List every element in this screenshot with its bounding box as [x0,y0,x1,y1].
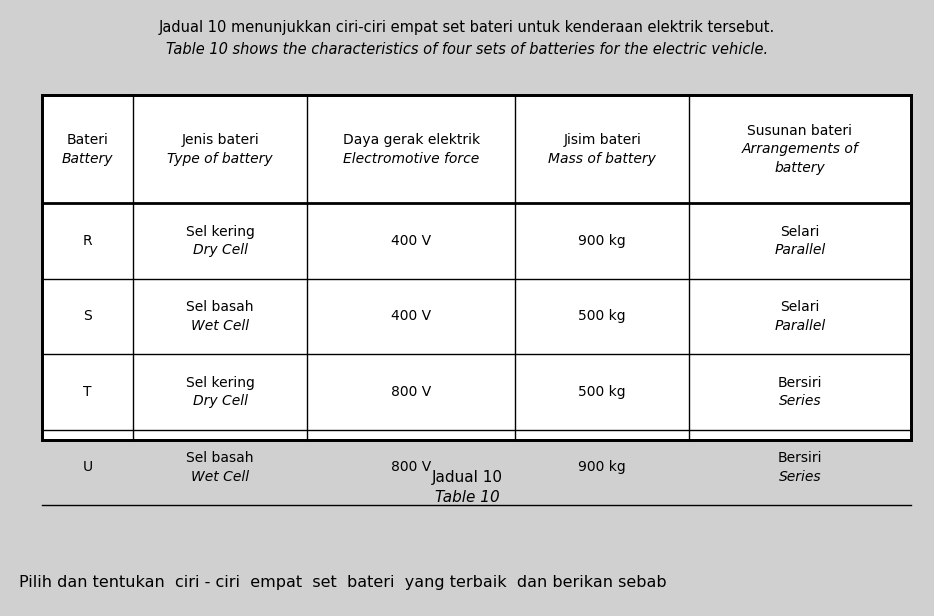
Text: Bateri: Bateri [66,133,108,147]
Text: Jisim bateri: Jisim bateri [563,133,642,147]
Text: battery: battery [774,161,826,175]
Text: Table 10: Table 10 [434,490,500,505]
Text: 900 kg: 900 kg [578,460,626,474]
Text: Bersiri: Bersiri [778,451,822,465]
Text: Jadual 10: Jadual 10 [432,470,502,485]
Text: Mass of battery: Mass of battery [548,152,657,166]
Text: T: T [83,385,92,399]
Text: 400 V: 400 V [391,234,432,248]
Text: 800 V: 800 V [391,385,432,399]
Text: Parallel: Parallel [774,318,826,333]
Text: Arrangements of: Arrangements of [742,142,858,156]
FancyBboxPatch shape [42,95,911,440]
Text: Type of battery: Type of battery [167,152,273,166]
Text: Daya gerak elektrik: Daya gerak elektrik [343,133,480,147]
Text: Jenis bateri: Jenis bateri [181,133,259,147]
Text: 500 kg: 500 kg [578,309,626,323]
Text: Wet Cell: Wet Cell [191,469,249,484]
Text: Sel basah: Sel basah [187,451,254,465]
Text: Jadual 10 menunjukkan ciri-ciri empat set bateri untuk kenderaan elektrik terseb: Jadual 10 menunjukkan ciri-ciri empat se… [159,20,775,34]
Text: 900 kg: 900 kg [578,234,626,248]
Text: Selari: Selari [780,225,820,239]
Text: Selari: Selari [780,300,820,314]
Text: Parallel: Parallel [774,243,826,257]
Text: Dry Cell: Dry Cell [192,243,248,257]
Text: Electromotive force: Electromotive force [343,152,479,166]
Text: 800 V: 800 V [391,460,432,474]
Text: Pilih dan tentukan  ciri - ciri  empat  set  bateri  yang terbaik  dan berikan s: Pilih dan tentukan ciri - ciri empat set… [19,575,666,590]
Text: Sel basah: Sel basah [187,300,254,314]
Text: Dry Cell: Dry Cell [192,394,248,408]
Text: Table 10 shows the characteristics of four sets of batteries for the electric ve: Table 10 shows the characteristics of fo… [166,42,768,57]
Text: U: U [82,460,92,474]
Text: Battery: Battery [62,152,113,166]
Text: S: S [83,309,92,323]
Text: Series: Series [779,394,821,408]
Text: R: R [83,234,92,248]
Text: Susunan bateri: Susunan bateri [747,124,853,138]
Text: Wet Cell: Wet Cell [191,318,249,333]
Text: Bersiri: Bersiri [778,376,822,390]
Text: 500 kg: 500 kg [578,385,626,399]
Text: Series: Series [779,469,821,484]
Text: 400 V: 400 V [391,309,432,323]
Text: Sel kering: Sel kering [186,225,255,239]
Text: Sel kering: Sel kering [186,376,255,390]
